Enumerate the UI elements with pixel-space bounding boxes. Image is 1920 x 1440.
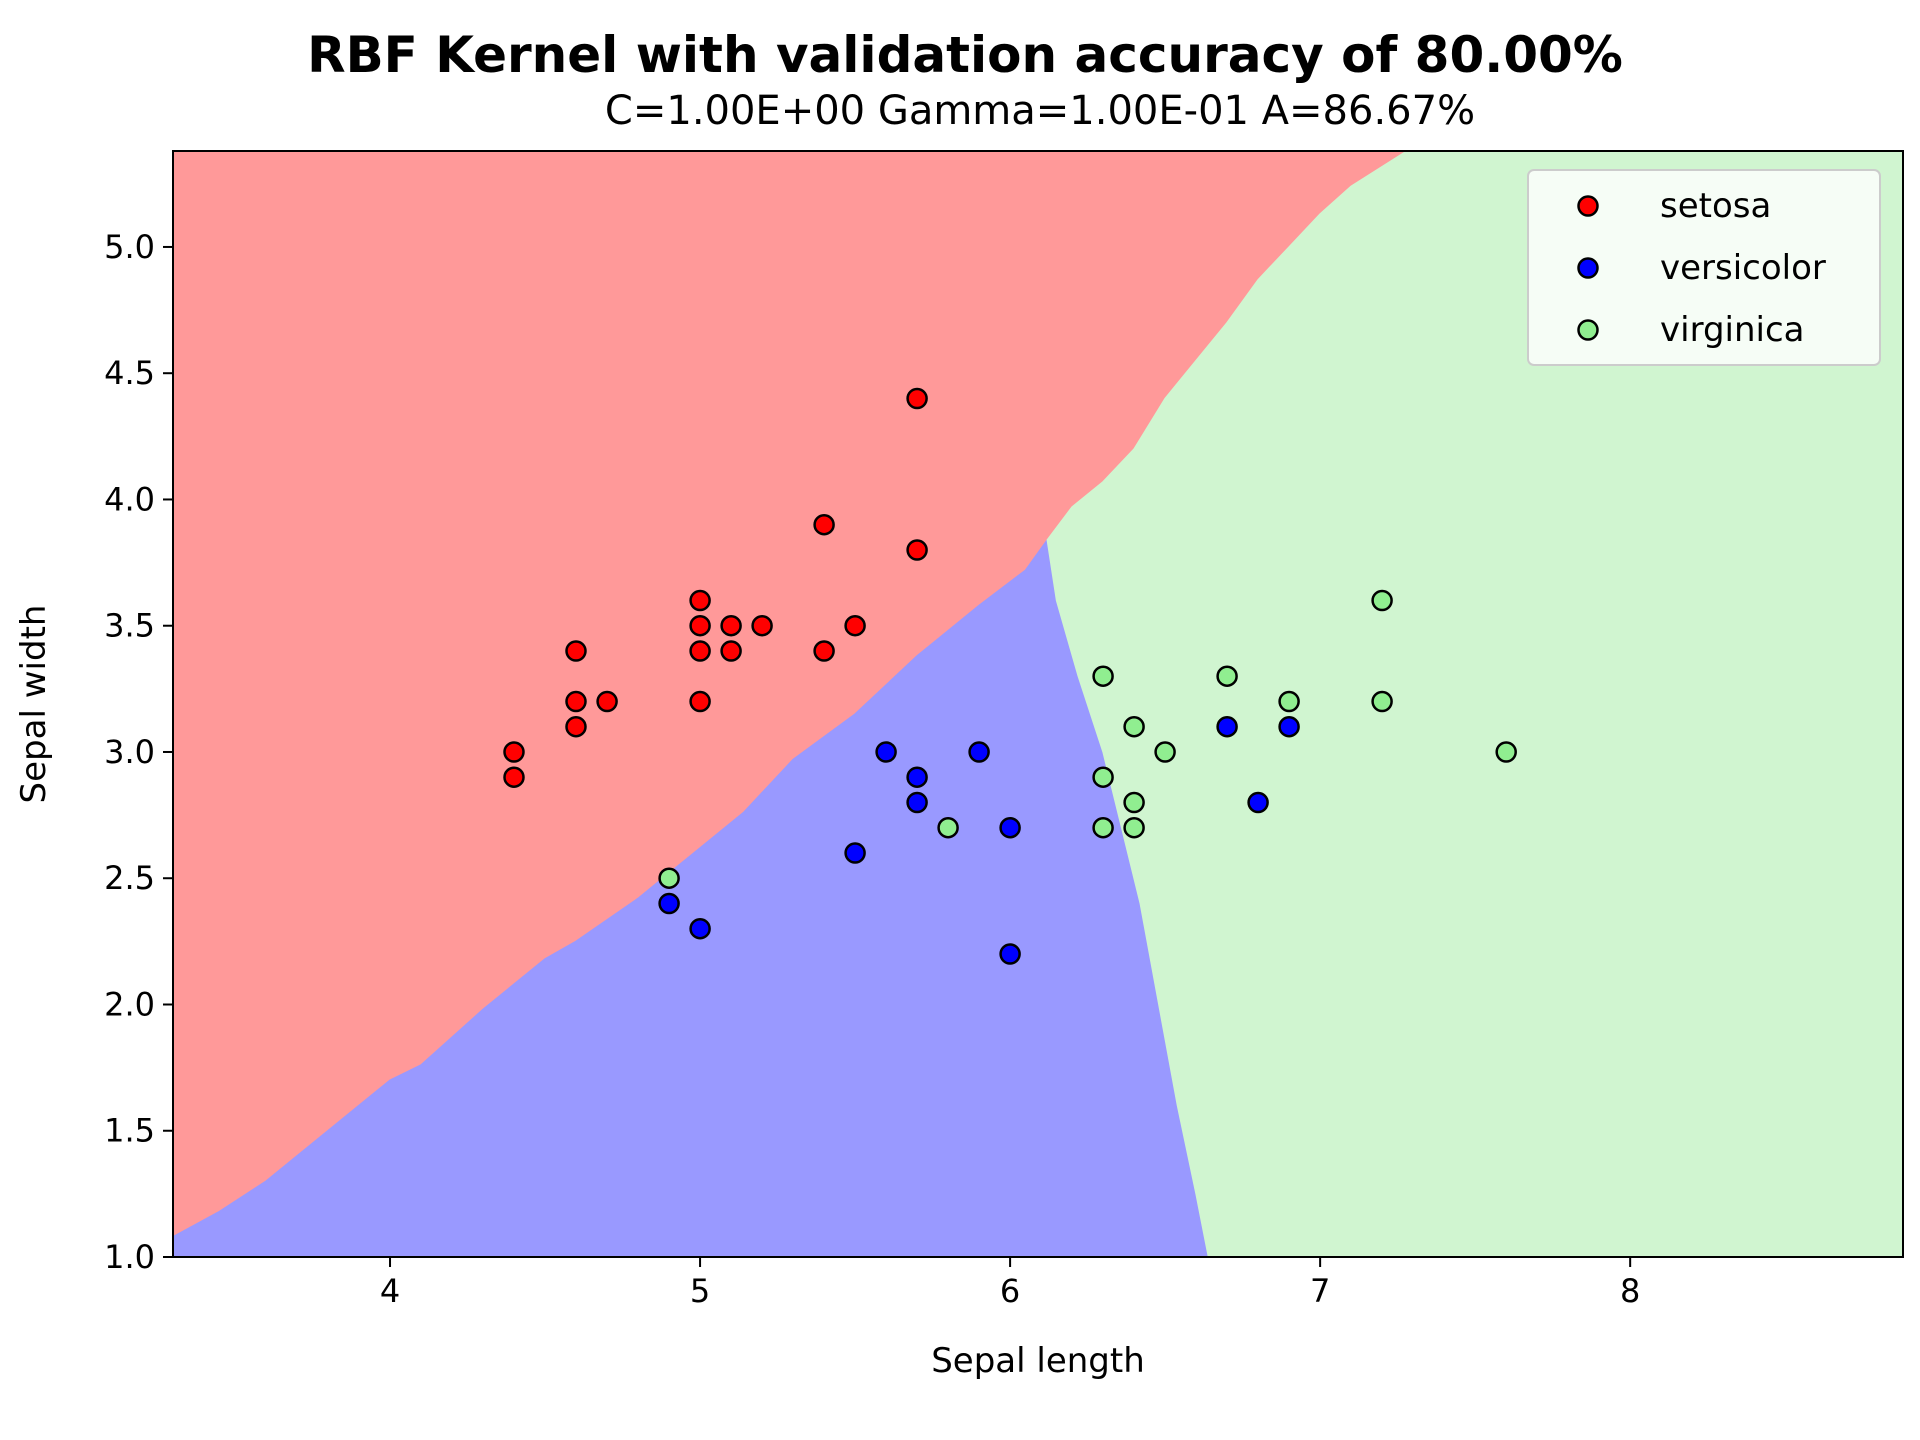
y-tick-label: 2.5 bbox=[104, 859, 155, 897]
point-virginica bbox=[1123, 715, 1145, 738]
y-tick-label: 4.0 bbox=[104, 480, 155, 518]
y-axis-ticks: 1.0 1.5 2.0 2.5 3.0 3.5 4.0 4.5 5.0 bbox=[104, 228, 173, 1276]
point-setosa bbox=[720, 614, 742, 637]
point-versicolor bbox=[1247, 791, 1269, 814]
legend-marker-versicolor bbox=[1577, 257, 1599, 279]
point-setosa bbox=[689, 690, 711, 713]
point-setosa bbox=[813, 640, 835, 662]
point-versicolor bbox=[906, 766, 928, 788]
point-virginica bbox=[1371, 690, 1393, 713]
point-virginica bbox=[1154, 741, 1176, 763]
point-virginica bbox=[937, 816, 959, 839]
point-versicolor bbox=[875, 741, 897, 763]
point-versicolor bbox=[968, 741, 990, 763]
point-virginica bbox=[1371, 589, 1393, 612]
point-setosa bbox=[844, 614, 866, 637]
point-versicolor bbox=[999, 943, 1021, 965]
point-versicolor bbox=[1278, 715, 1300, 738]
point-setosa bbox=[596, 690, 618, 713]
region-virginica bbox=[1046, 151, 1903, 1257]
y-tick-label: 3.5 bbox=[104, 607, 155, 645]
point-setosa bbox=[503, 741, 525, 763]
point-versicolor bbox=[844, 842, 866, 864]
point-setosa bbox=[565, 640, 587, 662]
point-setosa bbox=[906, 387, 928, 410]
legend-marker-virginica bbox=[1577, 319, 1599, 341]
point-setosa bbox=[689, 614, 711, 637]
y-tick-label: 1.5 bbox=[104, 1112, 155, 1150]
point-virginica bbox=[1092, 766, 1114, 788]
chart-title: RBF Kernel with validation accuracy of 8… bbox=[307, 26, 1623, 84]
point-setosa bbox=[751, 614, 773, 637]
point-setosa bbox=[689, 589, 711, 612]
y-axis-label: Sepal width bbox=[14, 605, 54, 804]
x-tick-label: 8 bbox=[1620, 1272, 1640, 1310]
data-points bbox=[503, 387, 1517, 965]
y-tick-label: 3.0 bbox=[104, 733, 155, 771]
y-tick-label: 2.0 bbox=[104, 985, 155, 1023]
point-virginica bbox=[658, 867, 680, 889]
x-axis-ticks: 4 5 6 7 8 bbox=[380, 1257, 1640, 1310]
point-virginica bbox=[1278, 690, 1300, 713]
point-versicolor bbox=[689, 917, 711, 940]
point-virginica bbox=[1123, 816, 1145, 839]
point-virginica bbox=[1092, 665, 1114, 687]
y-tick-label: 5.0 bbox=[104, 228, 155, 266]
point-setosa bbox=[720, 640, 742, 662]
x-tick-label: 4 bbox=[380, 1272, 400, 1310]
point-virginica bbox=[1216, 665, 1238, 687]
legend-label-setosa: setosa bbox=[1660, 186, 1771, 226]
point-virginica bbox=[1495, 741, 1517, 763]
y-tick-label: 4.5 bbox=[104, 354, 155, 392]
point-versicolor bbox=[906, 791, 928, 814]
plot-area-frame bbox=[172, 150, 1904, 1258]
legend-box bbox=[1527, 169, 1881, 366]
x-axis-label: Sepal length bbox=[931, 1341, 1145, 1381]
point-versicolor bbox=[999, 816, 1021, 839]
x-tick-label: 5 bbox=[690, 1272, 710, 1310]
point-setosa bbox=[906, 539, 928, 561]
point-setosa bbox=[503, 766, 525, 788]
x-tick-label: 6 bbox=[1000, 1272, 1020, 1310]
legend-label-versicolor: versicolor bbox=[1660, 248, 1826, 288]
chart-subtitle: C=1.00E+00 Gamma=1.00E-01 A=86.67% bbox=[605, 88, 1475, 134]
point-setosa bbox=[565, 715, 587, 738]
legend-label-virginica: virginica bbox=[1660, 310, 1805, 350]
point-versicolor bbox=[658, 892, 680, 915]
x-tick-label: 7 bbox=[1310, 1272, 1330, 1310]
point-versicolor bbox=[1216, 715, 1238, 738]
point-setosa bbox=[813, 513, 835, 536]
point-virginica bbox=[1123, 791, 1145, 814]
y-tick-label: 1.0 bbox=[104, 1238, 155, 1276]
point-setosa bbox=[565, 690, 587, 713]
decision-regions bbox=[173, 151, 1903, 1257]
point-setosa bbox=[689, 640, 711, 662]
legend: setosa versicolor virginica bbox=[1527, 169, 1881, 366]
point-virginica bbox=[1092, 816, 1114, 839]
legend-marker-setosa bbox=[1577, 195, 1599, 217]
